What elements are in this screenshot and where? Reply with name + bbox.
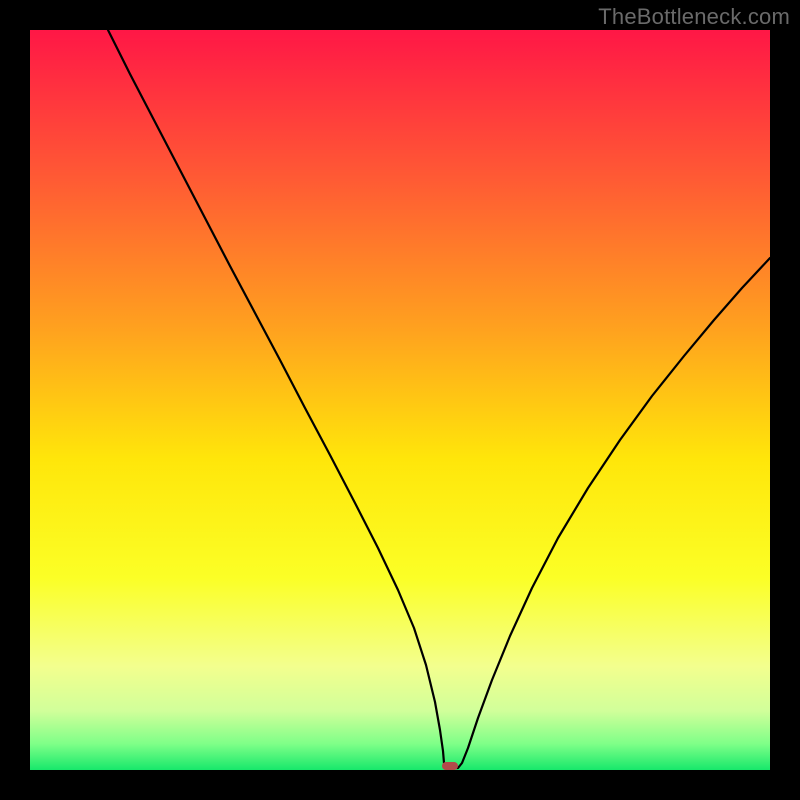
floor-marker bbox=[442, 762, 458, 770]
gradient-background bbox=[30, 30, 770, 770]
watermark-text: TheBottleneck.com bbox=[598, 4, 790, 30]
chart-svg bbox=[0, 0, 800, 800]
